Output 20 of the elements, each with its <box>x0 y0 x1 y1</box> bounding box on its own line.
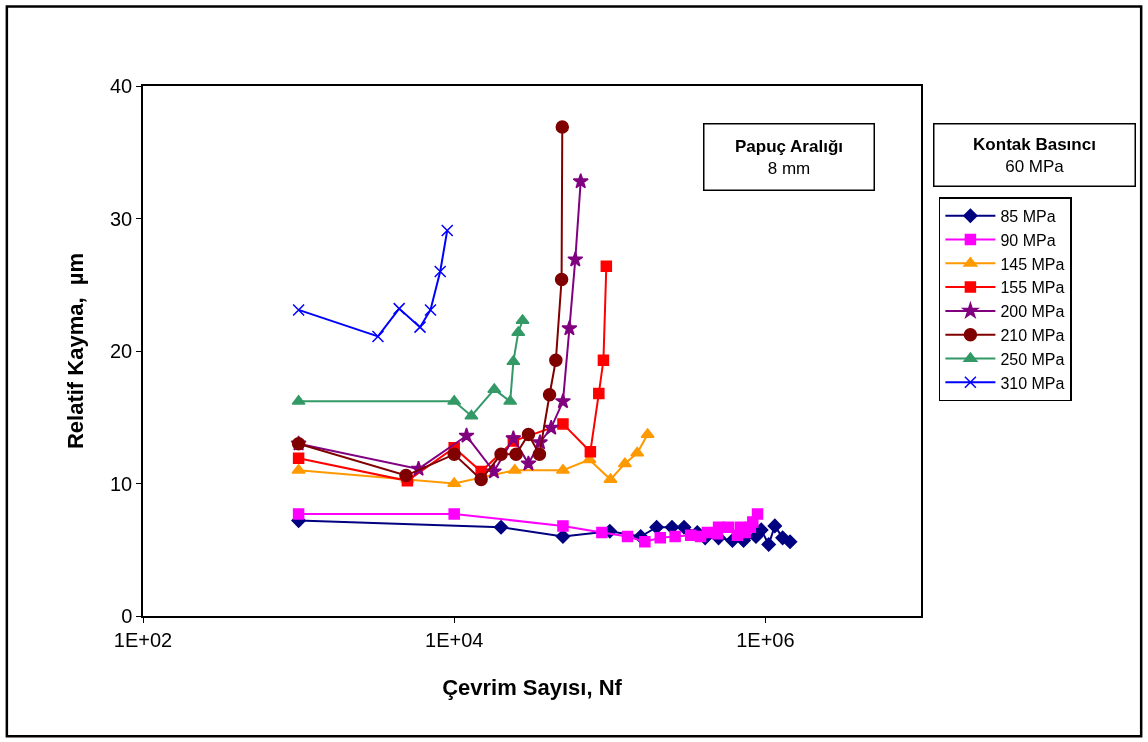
x-tick-label: 1E+04 <box>425 628 484 651</box>
x-tick-label: 1E+06 <box>736 628 795 651</box>
legend-label: 145 MPa <box>1000 255 1065 273</box>
annotation: Papuç Aralığı 8 mm <box>734 136 844 178</box>
legend-label: 90 MPa <box>1000 231 1056 249</box>
legend-label: 155 MPa <box>1000 279 1065 297</box>
y-tick-label: 40 <box>110 75 133 97</box>
legend-label: 85 MPa <box>1000 207 1056 225</box>
x-tick-label: 1E+02 <box>113 628 173 651</box>
y-tick-label: 30 <box>110 207 133 230</box>
y-tick-label: 0 <box>121 605 133 627</box>
y-tick-label: 20 <box>110 340 133 362</box>
y-tick-label: 10 <box>110 472 133 495</box>
legend-label: 200 MPa <box>1000 303 1065 321</box>
y-axis-title: Relatif Kayma, µm <box>63 252 89 450</box>
legend-label: 210 MPa <box>1000 326 1065 344</box>
legend-label: 310 MPa <box>1000 374 1065 392</box>
legend-title: Kontak Basıncı 60 MPa <box>973 134 1096 176</box>
legend-label: 250 MPa <box>1000 350 1065 368</box>
x-axis-title: Çevrim Sayısı, Nf <box>442 675 623 701</box>
